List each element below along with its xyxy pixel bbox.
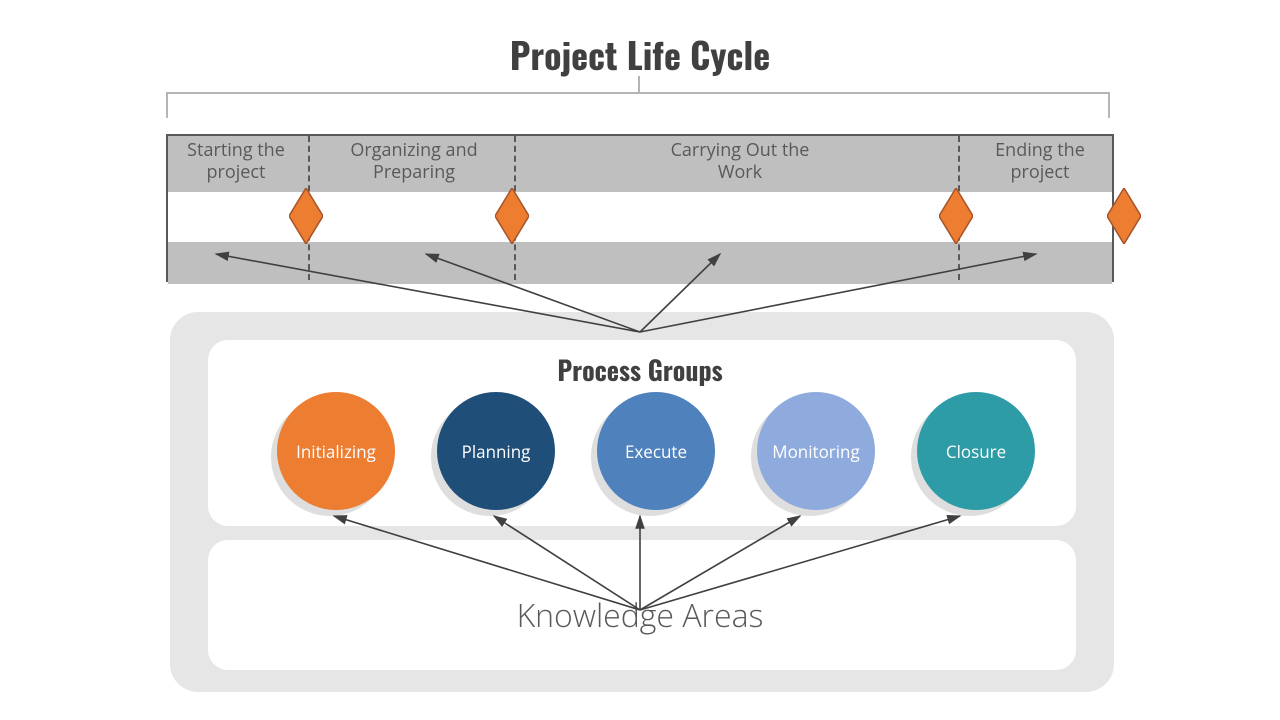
phase-label-line2: project — [1011, 160, 1070, 184]
phase-label-line1: Starting the — [187, 138, 285, 162]
circle-label: Monitoring — [772, 440, 859, 463]
milestone-diamond-icon — [1107, 188, 1141, 244]
knowledge-areas-label: Knowledge Areas — [0, 594, 1280, 637]
phase-label: Starting the project — [166, 140, 306, 183]
title-bracket — [166, 92, 1110, 118]
phase-label: Ending the project — [966, 140, 1114, 183]
phase-label-line2: project — [207, 160, 266, 184]
milestone-diamond-icon — [939, 188, 973, 244]
phase-label-line2: Work — [718, 160, 762, 184]
milestone-diamond-icon — [289, 188, 323, 244]
phase-label-line2: Preparing — [373, 160, 455, 184]
circle-label: Initializing — [296, 440, 376, 463]
phase-label: Organizing and Preparing — [316, 140, 512, 183]
phase-label: Carrying Out the Work — [524, 140, 956, 183]
phase-label-line1: Carrying Out the — [671, 138, 810, 162]
milestone-diamond-icon — [495, 188, 529, 244]
circle-label: Planning — [462, 440, 531, 463]
phase-label-line1: Ending the — [995, 138, 1085, 162]
circle-label: Closure — [946, 440, 1006, 463]
process-circle-monitoring: Monitoring — [757, 392, 875, 510]
process-groups-title: Process Groups — [0, 350, 1280, 389]
circle-label: Execute — [625, 440, 687, 463]
process-circle-closure: Closure — [917, 392, 1035, 510]
process-circle-execute: Execute — [597, 392, 715, 510]
page-title: Project Life Cycle — [0, 28, 1280, 81]
phase-label-line1: Organizing and — [350, 138, 477, 162]
bracket-stem — [638, 76, 640, 92]
process-circle-initializing: Initializing — [277, 392, 395, 510]
process-circle-planning: Planning — [437, 392, 555, 510]
